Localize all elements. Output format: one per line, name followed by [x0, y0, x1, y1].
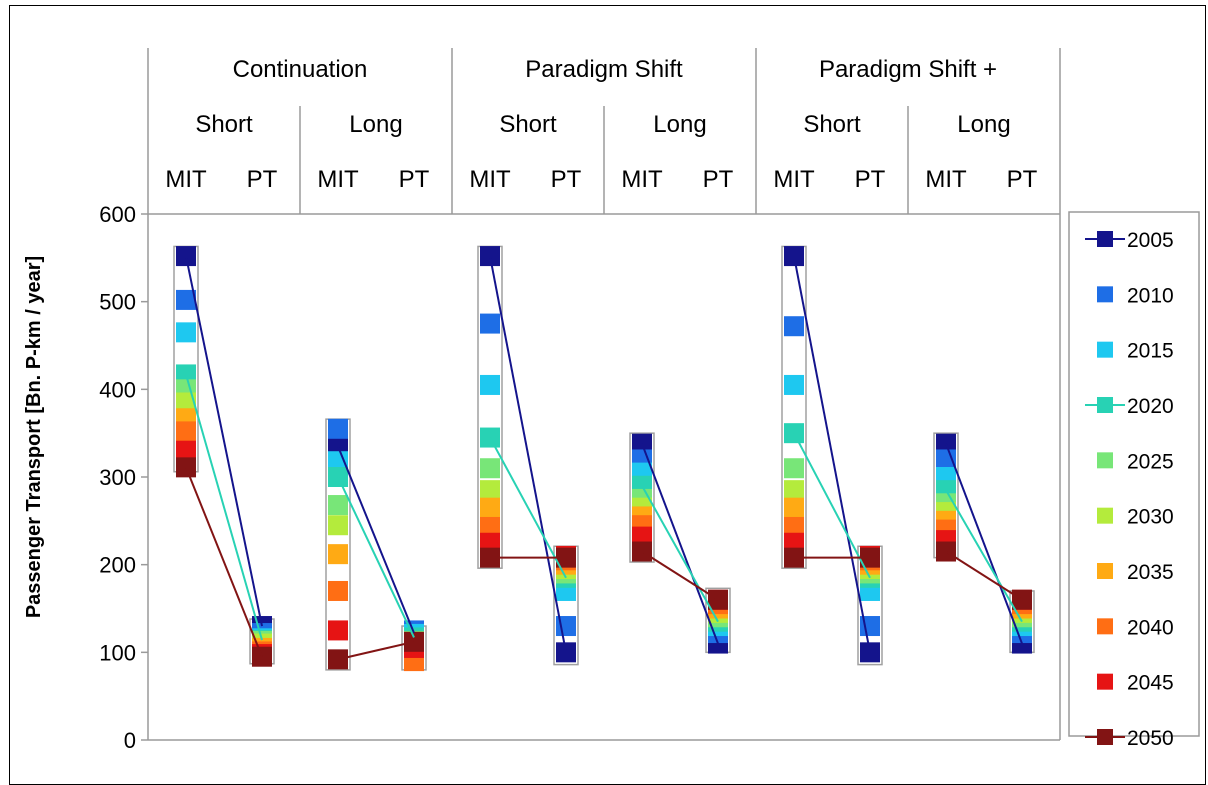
mode-label: MIT [621, 166, 663, 193]
connector-2005 [641, 443, 719, 644]
connector-2020 [641, 485, 719, 623]
connector-2020 [185, 374, 263, 641]
connector-2050 [641, 550, 719, 601]
horizon-label: Short [499, 111, 557, 138]
legend: 2005 2010 2015 2020 2025 2030 2035 2040 2045 2050 [1068, 211, 1200, 750]
legend-swatch-2045 [1097, 673, 1113, 690]
year-marker-2045 [176, 440, 196, 461]
connector-2020 [945, 489, 1023, 623]
year-marker-2010 [328, 418, 348, 439]
connector-2050 [337, 640, 415, 661]
legend-label-2050: 2050 [1127, 727, 1174, 750]
y-tick-label: 200 [99, 553, 136, 578]
legend-label-2010: 2010 [1127, 284, 1174, 307]
legend-swatch-2020 [1097, 397, 1113, 413]
year-marker-2025 [784, 458, 804, 479]
legend-swatch-2015 [1097, 341, 1113, 358]
legend-swatch-2030 [1097, 507, 1113, 524]
connector-2005 [945, 443, 1023, 644]
year-marker-2015 [480, 374, 500, 395]
column-header: Continuation Short MIT PT Long MIT PT Paradigm … [147, 48, 1061, 740]
year-marker-2040 [176, 421, 196, 442]
y-tick-label: 600 [99, 202, 136, 227]
year-marker-2030 [784, 480, 804, 501]
legend-label-2020: 2020 [1127, 395, 1174, 418]
connector-lines [185, 255, 1023, 661]
plot-area [148, 213, 1061, 741]
horizon-label: Long [957, 111, 1010, 138]
year-marker-2045 [328, 620, 348, 641]
mode-label: PT [399, 166, 430, 193]
legend-label-2030: 2030 [1127, 506, 1174, 529]
year-marker-2040 [480, 516, 500, 537]
legend-label-2045: 2045 [1127, 672, 1174, 695]
y-tick-label: 500 [99, 290, 136, 315]
legend-swatch-2035 [1097, 563, 1113, 579]
mode-label: PT [703, 166, 734, 193]
year-marker-2025 [480, 458, 500, 479]
connector-2050 [185, 466, 263, 658]
legend-label-2035: 2035 [1127, 561, 1174, 584]
connector-2050 [945, 550, 1023, 601]
scenario-label: Continuation [233, 56, 368, 83]
connector-2005 [489, 255, 567, 653]
connector-2020 [337, 476, 415, 638]
year-marker-2035 [784, 497, 804, 518]
legend-swatch-2040 [1097, 618, 1113, 635]
scenario-label: Paradigm Shift [525, 56, 683, 83]
connector-2005 [337, 445, 415, 634]
legend-swatch-2005 [1097, 231, 1113, 247]
horizon-label: Long [653, 111, 706, 138]
mode-label: MIT [469, 166, 511, 193]
year-marker-2010 [176, 289, 196, 310]
year-marker-2040 [784, 516, 804, 537]
year-marker-2030 [328, 515, 348, 536]
year-marker-2015 [784, 374, 804, 395]
y-tick-label: 400 [99, 377, 136, 402]
y-tick-label: 0 [124, 728, 136, 753]
chart-svg: Continuation Short MIT PT Long MIT PT Paradigm … [23, 48, 1200, 753]
connector-2005 [185, 255, 263, 627]
legend-label-2040: 2040 [1127, 616, 1174, 639]
mode-label: MIT [925, 166, 967, 193]
year-marker-2030 [480, 480, 500, 501]
horizon-label: Short [803, 111, 861, 138]
connector-2020 [793, 432, 871, 579]
year-marker-2035 [328, 544, 348, 565]
connector-2020 [489, 437, 567, 579]
legend-label-2025: 2025 [1127, 450, 1174, 473]
bars [173, 245, 1035, 672]
year-marker-2035 [480, 497, 500, 518]
legend-label-2005: 2005 [1127, 229, 1174, 252]
mode-label: PT [855, 166, 886, 193]
mode-label: MIT [773, 166, 815, 193]
connector-2005 [793, 255, 871, 653]
y-axis: 0 100 200 300 400 500 600 Passenger Transport [… [23, 202, 148, 753]
scenario-label: Paradigm Shift + [819, 56, 997, 83]
year-marker-2010 [784, 316, 804, 337]
legend-swatch-2025 [1097, 452, 1113, 469]
mode-label: MIT [317, 166, 359, 193]
y-tick-label: 300 [99, 465, 136, 490]
mode-label: PT [247, 166, 278, 193]
year-marker-2030 [176, 392, 196, 413]
mode-label: PT [551, 166, 582, 193]
legend-swatch-2010 [1097, 286, 1113, 303]
horizon-label: Long [349, 111, 402, 138]
horizon-label: Short [195, 111, 253, 138]
mode-label: PT [1007, 166, 1038, 193]
legend-swatch-2050 [1097, 729, 1113, 745]
year-marker-2015 [176, 322, 196, 343]
legend-label-2015: 2015 [1127, 340, 1174, 363]
legend-box [1068, 211, 1200, 737]
year-marker-2040 [328, 580, 348, 601]
year-marker-2025 [328, 495, 348, 516]
mode-label: MIT [165, 166, 207, 193]
year-marker-2010 [480, 313, 500, 334]
y-axis-label: Passenger Transport [Bn. P-km / year] [23, 256, 45, 618]
y-tick-label: 100 [99, 640, 136, 665]
